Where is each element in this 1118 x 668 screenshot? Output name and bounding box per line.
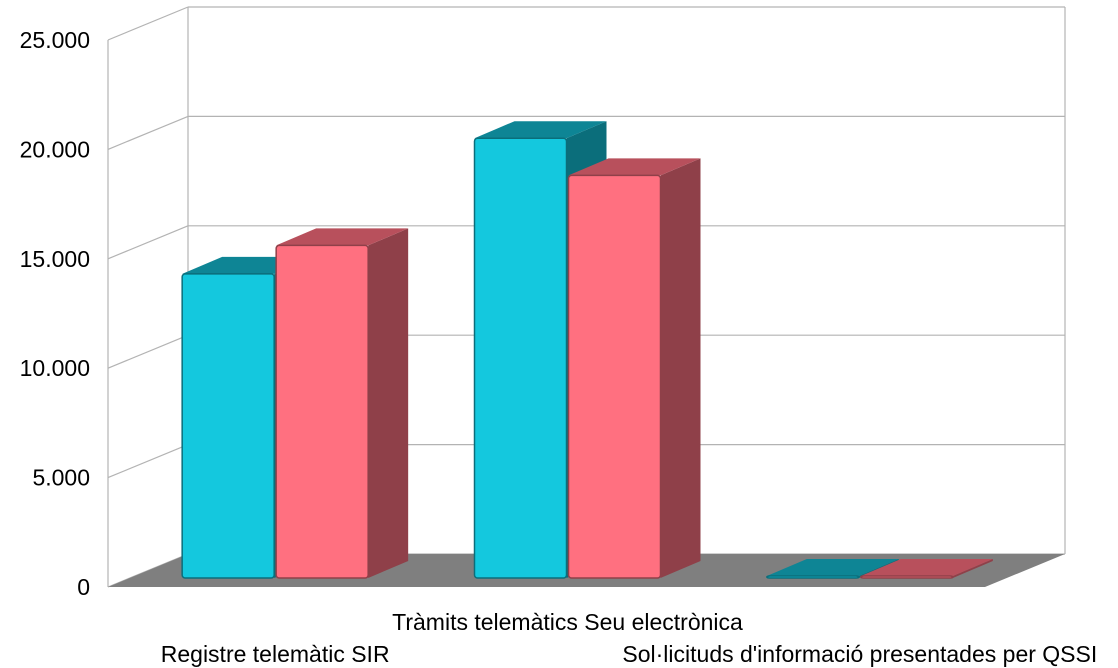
bar-2-2 xyxy=(569,158,701,578)
y-tick-label: 10.000 xyxy=(20,355,90,381)
side-wall-gridline xyxy=(108,226,188,259)
y-tick-label: 15.000 xyxy=(20,246,90,272)
y-axis-tick-labels: 0 5.000 10.000 15.000 20.000 25.000 xyxy=(20,27,90,600)
bar-front-face xyxy=(569,175,661,578)
chart-bars xyxy=(182,121,993,578)
bar-front-face xyxy=(276,245,368,578)
category-label-2: Tràmits telemàtics Seu electrònica xyxy=(392,609,743,635)
bar-side-face xyxy=(368,228,408,578)
category-label-1: Registre telemàtic SIR xyxy=(161,641,390,667)
side-wall-gridline xyxy=(108,116,188,149)
y-tick-label: 25.000 xyxy=(20,27,90,53)
side-wall-gridline xyxy=(108,445,188,478)
y-tick-label: 20.000 xyxy=(20,136,90,162)
bar-front-face xyxy=(475,138,567,578)
bar-front-face xyxy=(182,274,274,578)
side-wall-gridline xyxy=(108,7,188,40)
category-label-3: Sol·licituds d'informació presentades pe… xyxy=(622,641,1097,667)
bar-front-face xyxy=(861,576,953,578)
y-tick-label: 5.000 xyxy=(32,465,90,491)
bar-front-face xyxy=(767,576,859,578)
side-wall-gridline xyxy=(108,335,188,368)
bar-1-2 xyxy=(276,228,408,578)
y-tick-label: 0 xyxy=(77,574,90,600)
bar-side-face xyxy=(661,158,701,578)
